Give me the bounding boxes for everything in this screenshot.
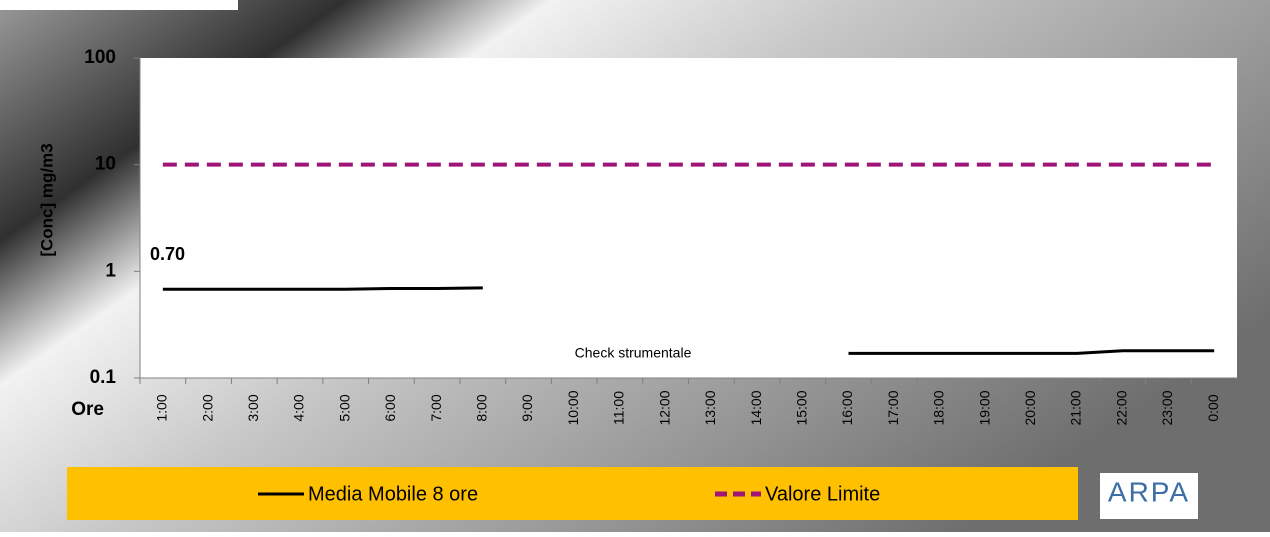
x-tick-label: 13:00 (702, 390, 718, 425)
y-axis-label: [Conc] mg/m3 (37, 143, 56, 256)
legend-items: Media Mobile 8 ore Valore Limite (258, 483, 880, 505)
x-tick-label: 9:00 (519, 394, 535, 421)
x-tick-label: 10:00 (565, 390, 581, 425)
x-tick-label: 19:00 (976, 390, 992, 425)
x-tick-label: 12:00 (656, 390, 672, 425)
legend (67, 467, 1078, 520)
x-tick-label: 2:00 (199, 394, 215, 421)
x-tick-label: 5:00 (336, 394, 352, 421)
series-line (162, 286, 483, 291)
x-tick-label: 14:00 (748, 390, 764, 425)
plot-area (140, 58, 1237, 378)
x-tick-label: 20:00 (1022, 390, 1038, 425)
x-axis-label: Ore (71, 399, 104, 420)
x-tick-label: 0:00 (1205, 394, 1221, 421)
x-tick-label: 1:00 (154, 394, 170, 421)
legend-label: Valore Limite (765, 483, 880, 505)
legend-label: Media Mobile 8 ore (308, 483, 478, 505)
x-tick-label: 7:00 (428, 394, 444, 421)
x-tick-label: 6:00 (382, 394, 398, 421)
y-tick-label: 10 (95, 154, 116, 175)
x-tick-label: 22:00 (1113, 390, 1129, 425)
x-tick-label: 4:00 (291, 394, 307, 421)
x-tick-label: 8:00 (474, 394, 490, 421)
top-strip (0, 0, 238, 10)
x-tick-label: 23:00 (1159, 390, 1175, 425)
logo-box (1100, 473, 1198, 519)
y-tick-label: 1 (105, 260, 116, 281)
x-tick-label: 15:00 (793, 390, 809, 425)
x-tick-label: 17:00 (885, 390, 901, 425)
x-tick-label: 16:00 (839, 390, 855, 425)
series-line (848, 349, 1215, 355)
logo: ARPA (1108, 476, 1190, 507)
x-tick-label: 18:00 (931, 390, 947, 425)
x-tick-label: 11:00 (611, 391, 627, 425)
annotation: 0.70 (150, 244, 185, 264)
y-tick-label: 100 (84, 47, 116, 68)
y-tick-label: 0.1 (90, 367, 117, 388)
x-tick-label: 21:00 (1068, 390, 1084, 425)
x-tick-label: 3:00 (245, 394, 261, 421)
annotation: Check strumentale (575, 345, 692, 361)
